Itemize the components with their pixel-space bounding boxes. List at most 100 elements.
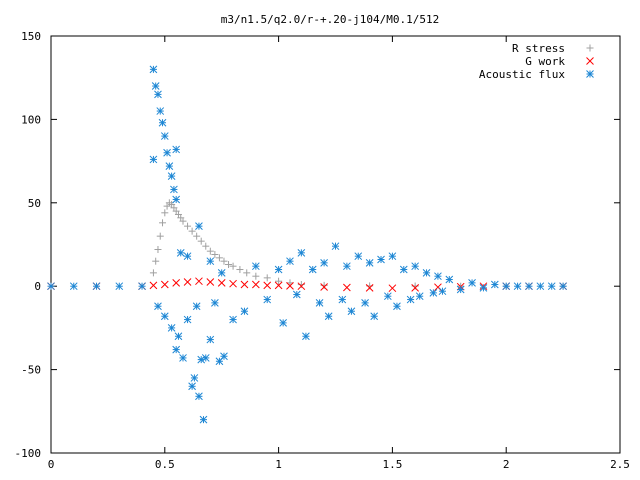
data-point xyxy=(445,275,454,284)
legend-label: R stress xyxy=(512,42,565,55)
data-point xyxy=(160,312,169,321)
data-point xyxy=(220,352,228,361)
data-point xyxy=(149,281,158,290)
data-point xyxy=(206,247,214,255)
data-point xyxy=(422,269,431,277)
y-tick-label: 100 xyxy=(21,113,41,126)
data-point xyxy=(388,252,397,261)
data-point xyxy=(225,261,233,269)
data-point xyxy=(183,252,192,261)
data-point xyxy=(274,281,283,290)
data-point xyxy=(559,282,567,291)
data-point xyxy=(354,252,363,261)
series-0 xyxy=(149,199,567,290)
chart-title: m3/n1.5/q2.0/r-+.20-j104/M0.1/512 xyxy=(221,13,440,26)
data-point xyxy=(163,148,171,157)
data-point xyxy=(236,266,244,274)
data-point xyxy=(154,302,162,311)
data-point xyxy=(184,222,192,230)
data-point xyxy=(286,257,294,266)
data-point xyxy=(206,335,215,344)
data-point xyxy=(149,65,158,74)
data-point xyxy=(154,90,162,99)
data-point xyxy=(69,282,78,291)
data-point xyxy=(158,118,167,127)
legend-marker xyxy=(586,57,594,65)
data-point xyxy=(275,277,283,285)
legend-label: Acoustic flux xyxy=(479,68,565,81)
data-point xyxy=(343,262,351,271)
data-point xyxy=(286,282,294,290)
data-point xyxy=(479,284,488,292)
data-point xyxy=(229,279,237,288)
data-point xyxy=(536,282,545,291)
data-point xyxy=(159,219,167,227)
data-point xyxy=(274,265,283,274)
data-point xyxy=(243,269,251,277)
data-point xyxy=(202,242,210,250)
data-point xyxy=(229,262,237,270)
data-point xyxy=(195,222,203,231)
data-point xyxy=(167,324,176,332)
data-point xyxy=(263,281,272,290)
data-point xyxy=(393,302,401,311)
data-point xyxy=(149,269,157,277)
data-point xyxy=(383,292,392,301)
y-tick-label: -50 xyxy=(21,364,41,377)
data-point xyxy=(138,282,146,291)
x-tick-label: 2.5 xyxy=(610,458,630,471)
data-point xyxy=(399,265,408,274)
data-point xyxy=(320,283,328,291)
data-point xyxy=(220,257,228,265)
data-point xyxy=(179,217,187,225)
x-tick-label: 0.5 xyxy=(155,458,175,471)
data-point xyxy=(438,287,447,296)
data-point xyxy=(365,284,374,292)
data-point xyxy=(279,319,288,327)
data-point xyxy=(411,284,420,292)
series-2 xyxy=(47,65,567,424)
x-tick-label: 0 xyxy=(48,458,55,471)
data-point xyxy=(172,145,181,154)
data-point xyxy=(456,285,465,294)
data-point xyxy=(165,162,174,170)
data-point xyxy=(365,258,374,267)
data-point xyxy=(172,195,181,204)
x-tick-label: 2 xyxy=(503,458,510,471)
data-point xyxy=(201,354,210,362)
data-point xyxy=(263,274,271,282)
data-point xyxy=(183,315,192,324)
data-point xyxy=(156,232,164,240)
data-point xyxy=(160,132,169,140)
data-point xyxy=(251,262,260,271)
data-point xyxy=(115,282,124,291)
data-point xyxy=(151,82,160,90)
data-point xyxy=(206,257,215,266)
data-point xyxy=(292,290,301,299)
data-point xyxy=(297,282,306,291)
data-point xyxy=(217,279,226,287)
plot-frame xyxy=(50,35,621,454)
data-point xyxy=(240,307,249,316)
data-point xyxy=(211,299,219,307)
data-point xyxy=(406,295,415,304)
data-point xyxy=(343,283,351,292)
legend-marker xyxy=(586,70,594,78)
data-point xyxy=(377,255,385,264)
data-point xyxy=(188,227,196,235)
series-1 xyxy=(47,277,567,293)
data-point xyxy=(525,282,533,291)
data-point xyxy=(193,232,201,240)
data-point xyxy=(160,280,169,289)
data-point xyxy=(47,282,55,291)
y-tick-label: 150 xyxy=(21,30,41,43)
data-point xyxy=(502,282,511,291)
legend-label: G work xyxy=(525,55,565,68)
axes: 0 0.5 1 1.5 2 2.5 -100 -50 0 50 100 150 xyxy=(15,30,630,471)
data-point xyxy=(192,302,201,311)
data-point xyxy=(206,278,215,286)
data-point xyxy=(199,415,208,424)
data-point xyxy=(215,254,223,262)
data-point xyxy=(195,277,203,286)
